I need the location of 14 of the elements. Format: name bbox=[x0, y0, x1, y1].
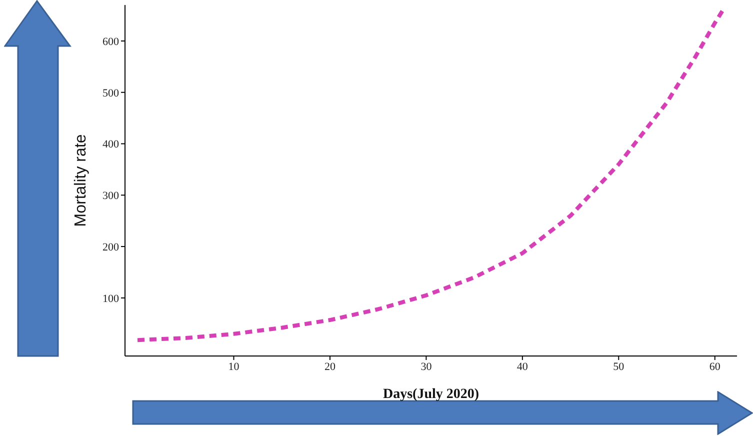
x-tick-label: 60 bbox=[709, 360, 721, 373]
y-tick-label: 400 bbox=[102, 138, 120, 151]
x-tick-label: 30 bbox=[420, 360, 432, 373]
y-tick-label: 200 bbox=[102, 241, 120, 254]
y-tick-label: 500 bbox=[102, 87, 120, 100]
y-tick-label: 300 bbox=[102, 190, 120, 202]
x-tick-label: 40 bbox=[516, 360, 528, 373]
x-axis-title: Days(July 2020) bbox=[382, 387, 480, 402]
y-axis-title: Mortality rate bbox=[72, 134, 90, 227]
y-tick-label: 100 bbox=[102, 292, 120, 305]
y-tick-label: 600 bbox=[102, 36, 120, 48]
x-tick-label: 10 bbox=[228, 360, 240, 373]
x-tick-label: 20 bbox=[324, 360, 336, 373]
x-tick-label: 50 bbox=[613, 360, 625, 373]
